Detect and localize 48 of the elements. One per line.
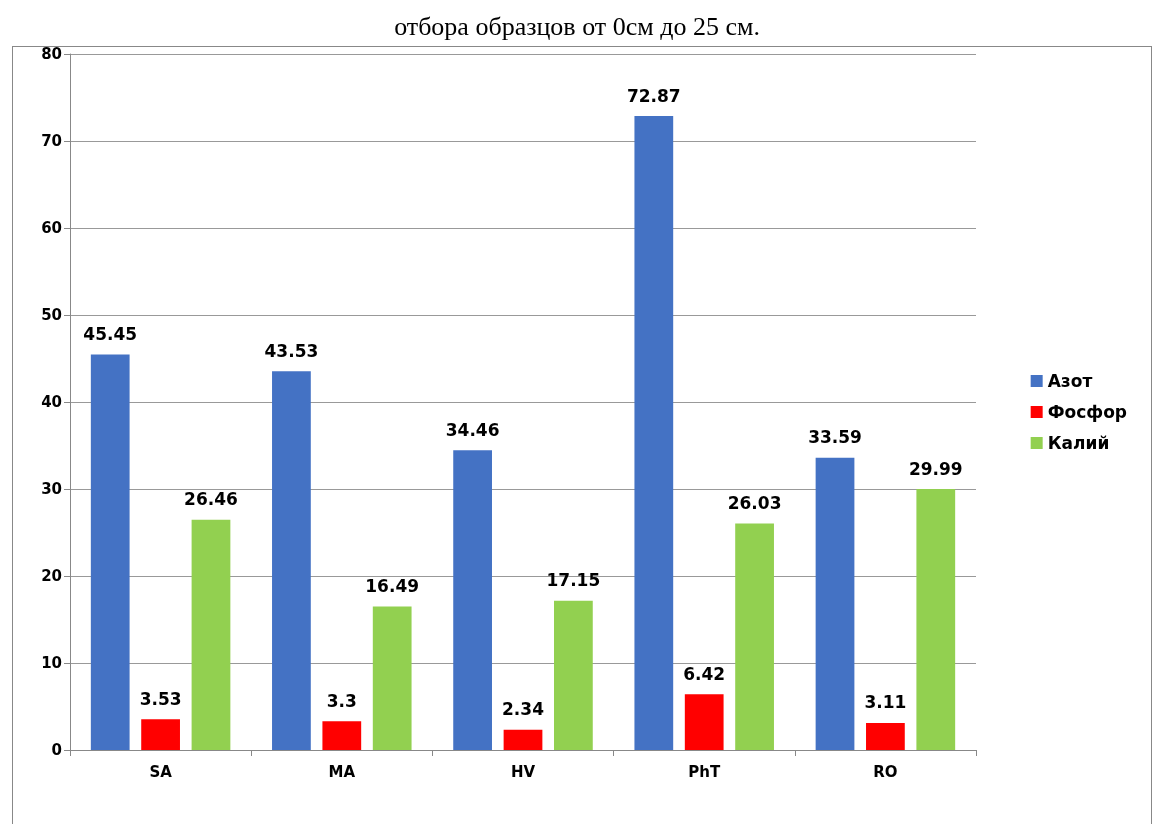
y-tick-label: 70 bbox=[41, 132, 62, 150]
x-tick-label: RO bbox=[873, 762, 898, 781]
data-label: 45.45 bbox=[83, 324, 138, 345]
y-tick-label: 50 bbox=[41, 306, 62, 324]
y-tick-label: 60 bbox=[41, 219, 62, 237]
y-tick-label: 20 bbox=[41, 567, 62, 585]
data-label: 16.49 bbox=[365, 576, 420, 597]
bar bbox=[453, 450, 492, 750]
data-label: 3.11 bbox=[864, 692, 907, 713]
bar bbox=[916, 489, 956, 750]
data-label: 26.46 bbox=[184, 489, 238, 510]
chart-title: отбора образцов от 0см до 25 см. bbox=[394, 11, 760, 41]
data-label: 2.34 bbox=[502, 699, 545, 720]
data-label: 34.46 bbox=[445, 419, 500, 440]
x-tick-label: MA bbox=[328, 762, 356, 781]
bar bbox=[191, 519, 231, 750]
bar bbox=[503, 729, 543, 750]
legend-label: Калий bbox=[1047, 433, 1110, 453]
bar bbox=[554, 600, 593, 750]
data-label: 33.59 bbox=[808, 427, 862, 448]
y-tick-label: 10 bbox=[41, 654, 62, 672]
data-label: 3.53 bbox=[139, 688, 182, 709]
y-tick-label: 40 bbox=[41, 393, 62, 411]
x-tick-label: PhT bbox=[688, 762, 721, 781]
data-label: 43.53 bbox=[264, 340, 319, 361]
x-tick-label: SA bbox=[149, 762, 173, 781]
data-label: 17.15 bbox=[546, 570, 601, 591]
data-label: 6.42 bbox=[683, 663, 726, 684]
bar bbox=[815, 457, 855, 750]
data-label: 3.3 bbox=[326, 690, 357, 711]
bar bbox=[141, 719, 180, 750]
bar bbox=[372, 606, 412, 750]
x-tick-label: HV bbox=[510, 762, 536, 781]
bar bbox=[735, 523, 774, 750]
y-tick-label: 0 bbox=[51, 741, 62, 759]
data-label: 26.03 bbox=[727, 493, 782, 514]
bar bbox=[272, 371, 311, 750]
legend-label: Азот bbox=[1047, 371, 1093, 391]
bar bbox=[90, 354, 130, 750]
bar bbox=[634, 116, 674, 750]
bar bbox=[322, 721, 362, 750]
data-label: 29.99 bbox=[908, 458, 963, 479]
y-tick-label: 30 bbox=[41, 480, 62, 498]
bar bbox=[866, 722, 905, 750]
legend-label: Фосфор bbox=[1047, 402, 1128, 422]
data-label: 72.87 bbox=[626, 85, 681, 106]
y-tick-label: 80 bbox=[41, 45, 62, 63]
bar bbox=[684, 694, 724, 750]
